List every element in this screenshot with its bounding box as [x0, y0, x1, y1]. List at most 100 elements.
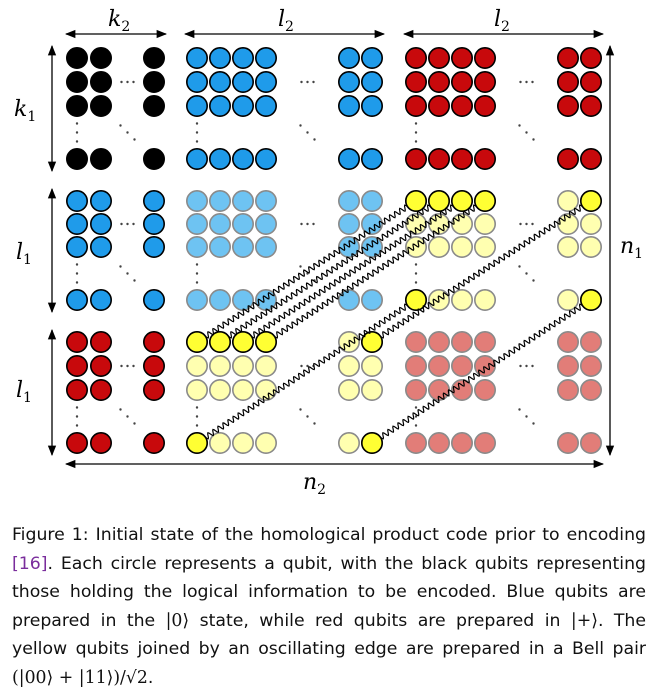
qubit-blue-0-1-0-4 [337, 46, 360, 69]
qubit-blue-1-0-3-0 [66, 288, 89, 311]
ellipsis-d-2-2-0 [518, 408, 521, 411]
ellipsis-h-1-1-1 [306, 222, 309, 226]
qubit-light_yellow-2-1-2-0 [186, 378, 209, 401]
qubit-light_yellow-2-1-1-0 [186, 354, 209, 377]
qubit-light_yellow-2-1-3-3 [255, 431, 278, 454]
ellipsis-d-0-1-2 [313, 138, 316, 141]
qubit-light_yellow-2-1-2-4 [337, 378, 360, 401]
qubit-light_blue-1-1-1-0 [186, 213, 209, 236]
qubit-yellow-bell-2-1-3-0 [186, 431, 209, 454]
qubit-red-0-2-3-1 [427, 148, 450, 171]
bell-edge-6 [380, 303, 583, 440]
qubit-blue-0-1-3-3 [255, 148, 278, 171]
qubit-black-0-0-2-2 [143, 95, 166, 118]
ket-plus: |+⟩ [570, 610, 598, 631]
qubit-light_red-2-2-3-4 [556, 431, 579, 454]
qubit-red-0-2-1-1 [427, 71, 450, 94]
qubit-light_red-2-2-0-2 [450, 330, 473, 353]
ellipsis-d-2-2-1 [525, 415, 528, 418]
qubit-black-0-0-2-1 [90, 95, 113, 118]
bell-edge-4 [380, 204, 583, 339]
dimension-labels: k2 l2 l2 k1 l1 l1 n1 n2 [14, 7, 643, 498]
qubit-blue-0-1-3-1 [209, 148, 232, 171]
qubit-light_blue-1-1-1-1 [209, 213, 232, 236]
ellipsis-d-0-1-0 [299, 124, 302, 127]
qubit-blue-0-1-0-2 [232, 46, 255, 69]
qubit-light_blue-1-1-2-3 [255, 236, 278, 259]
dimension-arrows [47, 29, 615, 469]
ellipsis-v-2-0-0 [75, 406, 79, 409]
qubit-yellow-bell-1-2-3-0 [404, 288, 427, 311]
ellipsis-v-0-2-1 [414, 131, 418, 134]
ellipsis-h-2-1-1 [306, 364, 309, 368]
ellipsis-v-2-1-0 [195, 406, 199, 409]
ellipsis-dots [75, 80, 535, 427]
ellipsis-v-2-1-1 [195, 415, 199, 418]
qubit-light_yellow-1-2-1-5 [579, 213, 602, 236]
qubit-light_blue-1-1-2-1 [209, 236, 232, 259]
qubit-red-2-0-3-0 [66, 431, 89, 454]
ellipsis-d-2-1-0 [299, 408, 302, 411]
qubit-light_red-2-2-2-2 [450, 378, 473, 401]
qubit-red-0-2-2-3 [473, 95, 496, 118]
qubit-yellow-bell-2-1-0-1 [209, 330, 232, 353]
label-k1: k1 [14, 97, 36, 125]
ellipsis-v-1-2-1 [414, 272, 418, 275]
figure-caption: Figure 1: Initial state of the homologic… [12, 521, 646, 693]
citation-link[interactable]: [16] [12, 553, 48, 574]
qubit-yellow-bell-2-1-0-0 [186, 330, 209, 353]
qubit-light_yellow-1-2-3-4 [556, 288, 579, 311]
ellipsis-h-0-0-0 [120, 80, 123, 84]
ellipsis-v-2-2-2 [414, 424, 418, 427]
qubit-light_red-2-2-0-4 [556, 330, 579, 353]
ellipsis-d-0-2-0 [518, 124, 521, 127]
ellipsis-h-2-0-1 [126, 364, 129, 368]
qubit-black-0-0-1-1 [90, 71, 113, 94]
ellipsis-d-2-1-1 [306, 415, 309, 418]
qubit-black-0-0-0-2 [143, 46, 166, 69]
qubit-red-2-0-0-2 [143, 330, 166, 353]
qubit-blue-0-1-3-0 [186, 148, 209, 171]
ellipsis-h-2-2-1 [525, 364, 528, 368]
qubit-grid [66, 46, 602, 454]
ellipsis-h-2-0-2 [132, 364, 135, 368]
qubit-light_blue-1-1-0-2 [232, 190, 255, 213]
ellipsis-v-0-0-0 [75, 122, 79, 125]
qubit-light_blue-1-1-2-2 [232, 236, 255, 259]
qubit-blue-0-1-1-0 [186, 71, 209, 94]
qubit-red-2-0-3-1 [90, 431, 113, 454]
qubit-red-0-2-0-3 [473, 46, 496, 69]
label-n1: n1 [620, 234, 643, 262]
qubit-light_yellow-2-1-2-2 [232, 378, 255, 401]
qubit-light_red-2-2-3-5 [579, 431, 602, 454]
qubit-blue-0-1-0-5 [360, 46, 383, 69]
ellipsis-d-1-1-0 [299, 265, 302, 268]
bell-edge-1 [228, 204, 431, 339]
qubit-yellow-bell-2-1-0-2 [232, 330, 255, 353]
homological-product-code-figure: k2 l2 l2 k1 l1 l1 n1 n2 [14, 7, 643, 498]
qubit-light_red-2-2-3-3 [473, 431, 496, 454]
qubit-yellow-bell-2-1-0-5 [360, 330, 383, 353]
qubit-red-0-2-2-1 [427, 95, 450, 118]
qubit-red-0-2-0-0 [404, 46, 427, 69]
qubit-light_blue-1-1-1-5 [360, 213, 383, 236]
qubit-light_red-2-2-1-5 [579, 354, 602, 377]
qubit-red-2-0-2-2 [143, 378, 166, 401]
qubit-blue-1-0-2-0 [66, 236, 89, 259]
qubit-yellow-bell-2-1-0-3 [255, 330, 278, 353]
qubit-light_yellow-1-2-3-2 [450, 288, 473, 311]
caption-prefix: Figure 1: Initial state of the homologic… [12, 525, 646, 545]
qubit-blue-1-0-0-1 [90, 190, 113, 213]
qubit-light_blue-1-1-0-3 [255, 190, 278, 213]
ellipsis-v-0-1-1 [195, 131, 199, 134]
ellipsis-v-1-2-2 [414, 281, 418, 284]
qubit-light_yellow-2-1-3-4 [337, 431, 360, 454]
qubit-blue-0-1-2-5 [360, 95, 383, 118]
qubit-light_yellow-1-2-1-3 [473, 213, 496, 236]
qubit-light_yellow-2-1-1-5 [360, 354, 383, 377]
bell-edge-5 [205, 303, 408, 440]
ellipsis-v-2-2-1 [414, 415, 418, 418]
qubit-red-0-2-2-2 [450, 95, 473, 118]
bell-state: (|00⟩ + |11⟩)/√2 [12, 667, 148, 688]
ellipsis-d-1-2-0 [518, 265, 521, 268]
